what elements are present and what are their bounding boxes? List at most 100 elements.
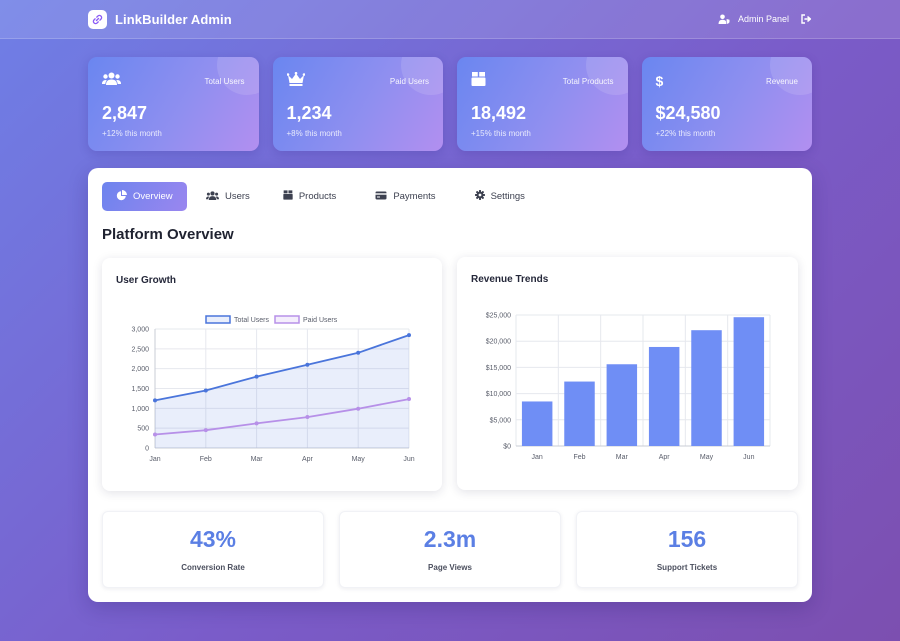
stat-card-total-products: Total Products 18,492 +15% this month <box>457 57 628 151</box>
metric-page-views: 2.3m Page Views <box>339 511 561 588</box>
tab-settings[interactable]: Settings <box>461 182 539 211</box>
tab-label: Settings <box>490 191 525 202</box>
y-tick-label: 1,000 <box>131 406 149 413</box>
metric-label: Support Tickets <box>656 563 718 572</box>
stat-change: +12% this month <box>102 129 162 138</box>
gear-icon <box>474 190 485 203</box>
series-line <box>154 398 410 436</box>
metric-label: Conversion Rate <box>181 563 245 572</box>
data-point <box>153 432 157 437</box>
tab-label: Users <box>225 191 250 202</box>
chart-title: User Growth <box>116 275 177 286</box>
metric-conversion-rate: 43% Conversion Rate <box>102 511 324 588</box>
stat-change: +8% this month <box>286 129 342 138</box>
page-title: Platform Overview <box>102 226 234 243</box>
box-icon <box>283 190 293 203</box>
app-title: LinkBuilder Admin <box>115 11 232 27</box>
stat-label: Revenue <box>765 76 798 86</box>
x-tick-label: Mar <box>616 454 629 461</box>
bar <box>691 330 722 446</box>
users-icon <box>102 72 121 90</box>
x-tick-label: Feb <box>200 456 212 463</box>
y-tick-label: 3,000 <box>131 327 149 334</box>
tab-label: Payments <box>393 191 436 202</box>
stat-value: 18,492 <box>471 103 527 123</box>
tab-products[interactable]: Products <box>269 182 351 211</box>
series-line <box>154 334 410 402</box>
bar <box>648 346 680 446</box>
y-tick-label: 0 <box>145 446 149 453</box>
tab-label: Overview <box>133 191 173 202</box>
brand[interactable]: LinkBuilder Admin <box>88 9 232 29</box>
x-tick-label: Jan <box>149 456 160 463</box>
users-icon <box>206 190 219 203</box>
bar <box>521 401 553 446</box>
bar <box>606 364 638 446</box>
metric-value: 156 <box>667 526 707 552</box>
y-tick-label: $20,000 <box>486 339 511 346</box>
admin-menu: Admin Panel <box>718 14 812 24</box>
x-tick-label: Jun <box>743 454 754 461</box>
y-tick-label: $5,000 <box>490 417 512 424</box>
y-tick-label: $10,000 <box>486 391 511 398</box>
crown-icon <box>286 71 305 91</box>
chart-pie-icon <box>116 189 127 204</box>
stat-value: 1,234 <box>286 103 332 123</box>
tab-payments[interactable]: Payments <box>361 182 449 211</box>
stat-card-paid-users: Paid Users 1,234 +8% this month <box>272 57 443 151</box>
data-point <box>407 397 411 402</box>
stat-change: +15% this month <box>471 129 531 138</box>
legend-label: Paid Users <box>303 317 338 324</box>
y-tick-label: 1,500 <box>131 386 149 393</box>
metric-value: 43% <box>189 526 237 552</box>
bar <box>564 381 595 446</box>
tab-bar: Overview Users P <box>102 182 544 211</box>
sign-out-icon[interactable] <box>801 14 812 24</box>
legend-label: Total Users <box>234 317 270 324</box>
stat-label: Total Users <box>204 76 245 86</box>
chart-title: Revenue Trends <box>471 274 549 285</box>
data-point <box>356 406 361 411</box>
metric-value: 2.3m <box>423 526 477 552</box>
revenue-trends-chart: $25,000 $20,000 $15,000 $10,000 $5,000 $0 Jan F… <box>486 313 771 461</box>
top-bar: LinkBuilder Admin Admin Panel <box>0 0 900 39</box>
data-point <box>153 398 157 403</box>
tab-overview[interactable]: Overview <box>102 182 187 211</box>
x-tick-label: Feb <box>573 454 585 461</box>
y-tick-label: 500 <box>137 426 149 433</box>
x-tick-label: May <box>700 454 714 461</box>
data-point <box>203 428 208 433</box>
stat-value: 2,847 <box>102 103 148 123</box>
stat-label: Total Products <box>562 76 614 86</box>
box-icon <box>471 71 486 91</box>
x-tick-label: Apr <box>659 454 671 461</box>
stat-label: Paid Users <box>389 76 429 86</box>
stat-change: +22% this month <box>655 129 716 138</box>
data-point <box>356 350 361 355</box>
credit-card-icon <box>375 191 387 203</box>
data-point <box>254 374 259 379</box>
y-tick-label: 2,000 <box>131 366 149 373</box>
x-tick-label: May <box>352 456 366 463</box>
stat-cards: Total Users 2,847 +12% this month Paid U… <box>88 57 812 151</box>
tab-users[interactable]: Users <box>192 182 264 211</box>
tab-label: Products <box>298 191 337 202</box>
y-tick-label: $25,000 <box>486 313 511 320</box>
stat-card-revenue: $ Revenue $24,580 +22% this month <box>641 57 812 151</box>
x-tick-label: Jun <box>403 456 414 463</box>
y-tick-label: $0 <box>503 444 511 451</box>
y-tick-label: 2,500 <box>131 346 149 353</box>
x-tick-label: Apr <box>302 456 314 463</box>
user-shield-icon <box>718 14 730 24</box>
stat-card-total-users: Total Users 2,847 +12% this month <box>88 57 259 151</box>
bar <box>733 317 765 446</box>
data-point <box>203 388 208 393</box>
metric-label: Page Views <box>428 563 472 572</box>
y-tick-label: $15,000 <box>486 365 511 372</box>
legend-swatch <box>274 315 300 324</box>
data-point <box>407 333 411 338</box>
data-point <box>305 415 310 420</box>
user-growth-card: User Growth 3,000 2,500 2,000 1,500 1,000 500… <box>102 258 442 491</box>
admin-panel-label[interactable]: Admin Panel <box>737 14 789 24</box>
